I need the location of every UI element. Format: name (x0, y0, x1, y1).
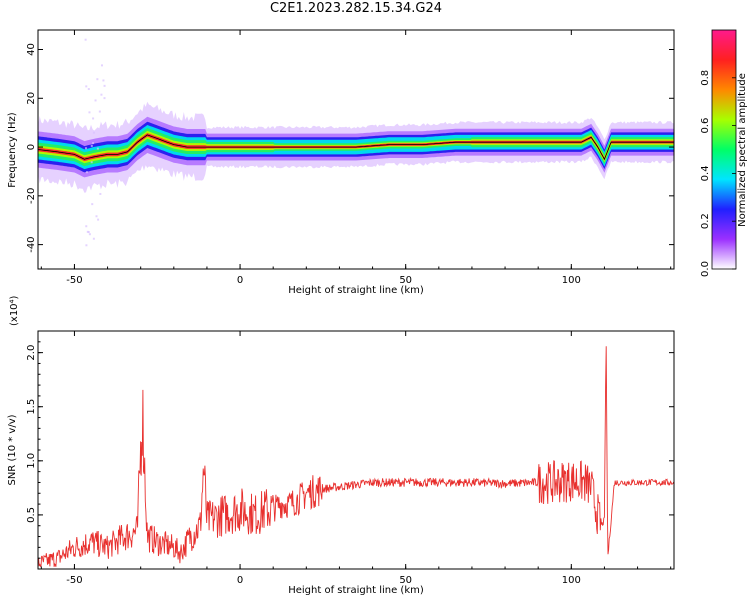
spectrogram-speckle (96, 78, 99, 81)
spectrogram-panel: -50 0 50 100 -40 -20 0 20 40 Height of straight… (7, 29, 675, 296)
spectrogram-speckle (100, 93, 103, 96)
chart-title: C2E1.2023.282.15.34.G24 (269, 1, 443, 16)
spectrogram-y-tick-label: 40 (26, 43, 37, 56)
colorbar-tick-label: 0.4 (700, 165, 711, 181)
spectrogram-speckle (97, 218, 100, 221)
spectrogram-speckle (84, 147, 87, 150)
spectrogram-x-tick-label: 0 (237, 275, 243, 286)
snr-y-label: SNR (10 * v/v) (7, 414, 18, 485)
spectrogram-speckle (100, 64, 103, 67)
spectrogram-speckle (92, 131, 95, 134)
spectrogram-y-axis: -40 -20 0 20 40 (26, 43, 674, 253)
spectrogram-speckle (92, 117, 95, 120)
spectrogram-y-tick-label: 20 (26, 92, 37, 105)
spectrogram-speckle (92, 237, 95, 240)
spectrogram-speckle (88, 111, 91, 114)
snr-exponent-label: (x10⁴) (9, 295, 20, 326)
colorbar-tick-label: 0.2 (700, 213, 711, 229)
spectrogram-y-tick-label: 0 (26, 144, 37, 150)
spectrogram-speckle (91, 203, 94, 206)
snr-y-axis: 0.5 1.0 1.5 2.0 (26, 341, 674, 559)
snr-panel: -50 0 50 100 0.5 1.0 1.5 2.0 Height of straigh… (7, 295, 675, 596)
snr-plot-area (38, 346, 674, 568)
spectrogram-speckle (95, 215, 98, 218)
snr-y-tick-label: 0.5 (26, 507, 37, 523)
spectrogram-speckle (103, 97, 106, 100)
spectrogram-speckle (90, 161, 93, 164)
spectrogram-speckle (88, 233, 91, 236)
spectrogram-speckle (98, 110, 101, 113)
spectrogram-speckle (99, 192, 102, 195)
spectrogram-speckle (103, 84, 106, 87)
spectrogram-speckle (96, 147, 99, 150)
colorbar-tick-label: 0.6 (700, 118, 711, 134)
spectrogram-plot-area (38, 38, 674, 247)
spectrogram-ridge-line (38, 134, 674, 161)
spectrogram-speckle (94, 99, 97, 102)
spectrogram-x-axis: -50 0 50 100 (40, 30, 672, 286)
spectrogram-x-label: Height of straight line (km) (288, 285, 424, 296)
spectrogram-speckle (86, 230, 89, 233)
snr-series-line (38, 346, 674, 568)
spectrogram-x-tick-label: -50 (66, 275, 82, 286)
snr-x-label: Height of straight line (km) (288, 585, 424, 596)
spectrogram-speckle (85, 85, 88, 88)
spectrogram-y-tick-label: -40 (26, 236, 37, 252)
spectrogram-x-tick-label: 100 (562, 275, 581, 286)
colorbar: 0.0 0.2 0.4 0.6 0.8 Normalized spectral ampl… (700, 29, 748, 277)
spectrogram-speckle (90, 144, 93, 147)
snr-x-tick-label: 50 (399, 575, 412, 586)
spectrogram-x-tick-label: 50 (399, 275, 412, 286)
colorbar-ticks: 0.0 0.2 0.4 0.6 0.8 (700, 70, 736, 277)
snr-x-tick-label: -50 (66, 575, 82, 586)
spectrogram-speckle (102, 79, 105, 82)
spectrogram-speckle (85, 244, 88, 247)
spectrogram-speckle (92, 142, 95, 145)
spectrogram-speckle (85, 171, 88, 174)
spectrogram-frame (37, 29, 675, 270)
spectrogram-speckle (87, 88, 90, 91)
snr-x-tick-label: 100 (562, 575, 581, 586)
colorbar-tick-label: 0.8 (700, 70, 711, 86)
spectrogram-speckle (84, 38, 87, 41)
spectrogram-speckle (85, 225, 88, 228)
snr-x-axis: -50 0 50 100 (40, 331, 672, 586)
spectrogram-y-label: Frequency (Hz) (7, 112, 18, 188)
colorbar-label: Normalized spectral amplitude (737, 73, 748, 227)
snr-x-tick-label: 0 (237, 575, 243, 586)
colorbar-tick-label: 0.0 (700, 261, 711, 277)
snr-y-tick-label: 2.0 (26, 345, 37, 361)
snr-y-tick-label: 1.0 (26, 453, 37, 469)
snr-y-tick-label: 1.5 (26, 399, 37, 415)
spectrogram-y-tick-label: -20 (26, 188, 37, 204)
colorbar-gradient (711, 29, 737, 270)
